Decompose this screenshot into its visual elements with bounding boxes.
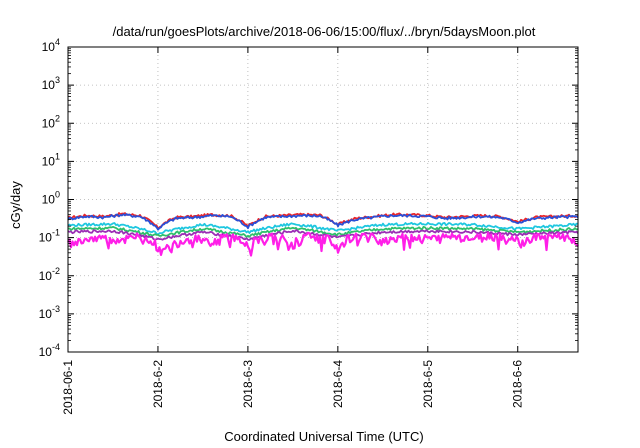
y-tick-label: 102 — [42, 113, 60, 130]
series-line-6 — [67, 231, 579, 257]
y-axis-label: cGy/day — [8, 181, 23, 229]
y-tick-label: 104 — [42, 37, 60, 54]
y-axis-ticks: 10-4 10-3 10-2 10-1 100 101 102 103 104 — [39, 37, 578, 359]
chart-title: /data/run/goesPlots/archive/2018-06-06/1… — [113, 24, 536, 39]
y-tick-label: 103 — [42, 75, 60, 92]
y-tick-label: 10-1 — [39, 228, 60, 245]
series-line-4 — [67, 225, 579, 238]
x-axis-label: Coordinated Universal Time (UTC) — [224, 429, 423, 444]
x-tick-label: 2018-6-6 — [511, 360, 525, 408]
y-tick-label: 10-4 — [39, 342, 60, 359]
y-tick-label: 10-2 — [39, 266, 60, 283]
y-tick-label: 101 — [42, 151, 60, 168]
series-line-1 — [67, 212, 579, 230]
x-tick-label: 2018-6-5 — [421, 360, 435, 408]
y-tick-label: 10-3 — [39, 304, 60, 321]
x-tick-label: 2018-6-2 — [151, 360, 165, 408]
y-tick-label: 100 — [42, 190, 60, 207]
x-tick-label: 2018-6-4 — [331, 360, 345, 408]
series-layer — [67, 212, 579, 257]
x-tick-label: 2018-6-3 — [241, 360, 255, 408]
x-axis-ticks: 2018-06-1 2018-6-2 2018-6-3 2018-6-4 2018-6-… — [61, 47, 525, 415]
series-line-2 — [67, 213, 579, 231]
series-line-3 — [67, 221, 579, 236]
x-tick-label: 2018-06-1 — [61, 360, 75, 415]
grid-lines — [68, 47, 578, 352]
